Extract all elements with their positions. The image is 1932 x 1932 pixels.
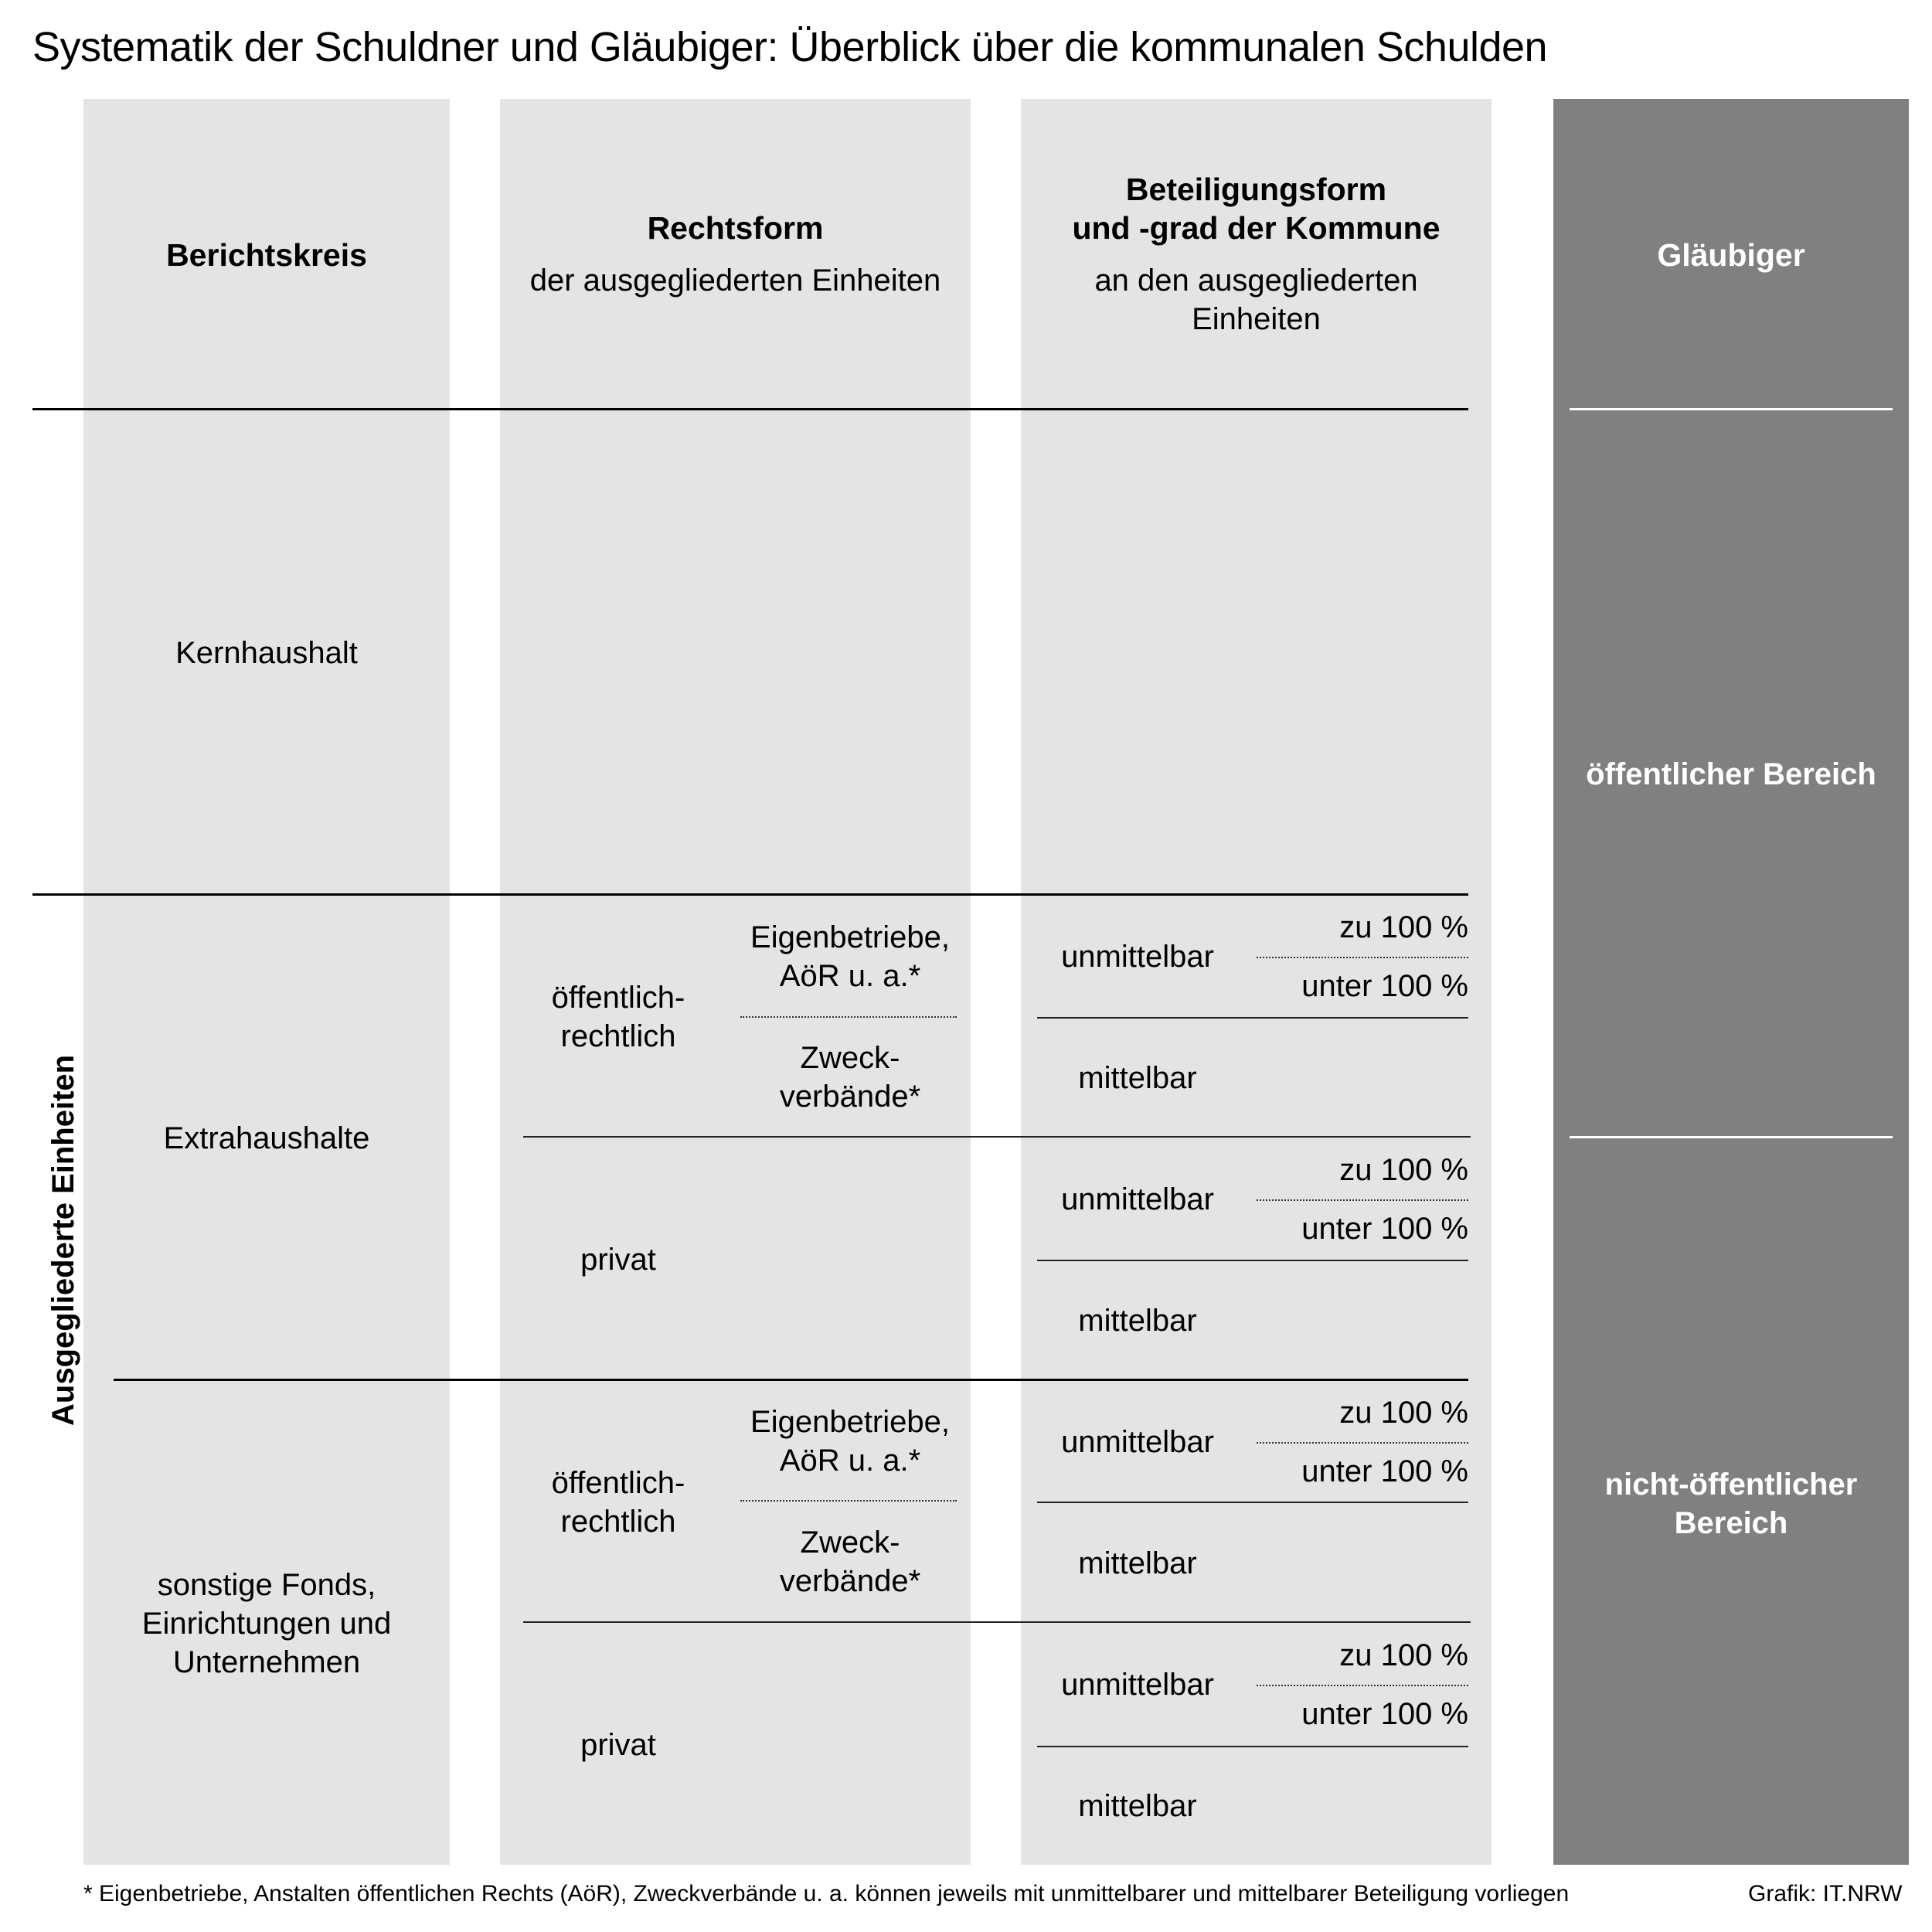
label-zu100-3: zu 100 % — [1339, 1396, 1468, 1430]
label-sonstige-line1: sonstige Fonds, — [157, 1568, 376, 1602]
divider-rechtsform-2 — [523, 1621, 1471, 1623]
header-rechtsform-sub: der ausgegliederten Einheiten — [529, 264, 941, 298]
header-rechtsform: Rechtsform — [647, 210, 824, 246]
label-eigenbetriebe-2a: Eigenbetriebe, — [750, 1405, 950, 1439]
side-label-ausgegliederte-einheiten: Ausgegliederte Einheiten — [46, 1054, 80, 1426]
column-rechtsform — [500, 99, 971, 1865]
label-privat-2: privat — [580, 1728, 656, 1762]
dotted-divider-pct-2 — [1257, 1199, 1468, 1201]
divider-extrahaushalte — [114, 1379, 1468, 1381]
label-unmittelbar-4: unmittelbar — [1061, 1668, 1214, 1702]
header-berichtskreis: Berichtskreis — [166, 237, 367, 273]
label-zu100-2: zu 100 % — [1339, 1153, 1468, 1187]
label-kernhaushalt: Kernhaushalt — [175, 636, 358, 670]
dotted-divider-pct-1 — [1257, 957, 1468, 958]
divider-glaeubiger-2 — [1570, 1136, 1893, 1138]
header-beteiligung-line1: Beteiligungsform — [1125, 172, 1387, 207]
page-title: Systematik der Schuldner und Gläubiger: … — [32, 24, 1548, 70]
source-credit: Grafik: IT.NRW — [1748, 1881, 1903, 1906]
label-sonstige-line3: Unternehmen — [172, 1645, 361, 1679]
label-unmittelbar-2: unmittelbar — [1061, 1182, 1214, 1216]
label-unmittelbar-3: unmittelbar — [1061, 1425, 1214, 1459]
label-eigenbetriebe-2b: AöR u. a.* — [779, 1444, 921, 1478]
label-zweck-1a: Zweck- — [800, 1041, 900, 1075]
label-oeffentlich-2b: rechtlich — [560, 1505, 676, 1539]
label-sonstige-line2: Einrichtungen und — [141, 1607, 392, 1641]
label-extrahaushalte: Extrahaushalte — [163, 1121, 370, 1155]
dotted-divider-pct-4 — [1257, 1685, 1468, 1686]
label-zu100-1: zu 100 % — [1339, 910, 1468, 944]
label-nicht-oeffentlicher-bereich-1: nicht-öffentlicher — [1604, 1468, 1858, 1502]
label-privat-1: privat — [580, 1243, 656, 1277]
label-mittelbar-4: mittelbar — [1078, 1789, 1197, 1823]
column-berichtskreis — [83, 99, 450, 1865]
label-mittelbar-3: mittelbar — [1078, 1546, 1197, 1580]
label-eigenbetriebe-1a: Eigenbetriebe, — [750, 920, 950, 954]
divider-beteiligung-1 — [1037, 1017, 1468, 1019]
divider-header — [32, 408, 1468, 410]
label-zweck-2a: Zweck- — [800, 1526, 900, 1560]
header-beteiligung-line2: und -grad der Kommune — [1072, 210, 1440, 246]
dotted-divider-rechtsform-1 — [740, 1016, 957, 1018]
divider-glaeubiger-1 — [1570, 408, 1893, 410]
label-oeffentlich-1b: rechtlich — [560, 1019, 676, 1053]
header-glaeubiger: Gläubiger — [1657, 237, 1805, 273]
label-oeffentlich-2a: öffentlich- — [551, 1466, 685, 1500]
label-zweck-2b: verbände* — [779, 1564, 921, 1598]
label-mittelbar-2: mittelbar — [1078, 1304, 1197, 1338]
header-beteiligung-sub1: an den ausgegliederten — [1094, 264, 1418, 298]
label-nicht-oeffentlicher-bereich-2: Bereich — [1674, 1506, 1788, 1540]
label-oeffentlich-1a: öffentlich- — [551, 981, 685, 1015]
label-unter100-3: unter 100 % — [1301, 1454, 1468, 1488]
divider-kernhaushalt — [32, 893, 1468, 896]
label-unter100-1: unter 100 % — [1301, 969, 1468, 1003]
divider-beteiligung-3 — [1037, 1502, 1468, 1503]
column-beteiligung — [1021, 99, 1492, 1865]
dotted-divider-pct-3 — [1257, 1442, 1468, 1444]
label-eigenbetriebe-1b: AöR u. a.* — [779, 959, 921, 993]
label-mittelbar-1: mittelbar — [1078, 1061, 1197, 1095]
label-oeffentlicher-bereich: öffentlicher Bereich — [1586, 757, 1876, 791]
label-unter100-2: unter 100 % — [1301, 1212, 1468, 1246]
header-beteiligung-sub2: Einheiten — [1192, 302, 1321, 336]
divider-beteiligung-4 — [1037, 1746, 1468, 1747]
label-zu100-4: zu 100 % — [1339, 1638, 1468, 1672]
label-unmittelbar-1: unmittelbar — [1061, 940, 1214, 974]
dotted-divider-rechtsform-2 — [740, 1500, 957, 1502]
divider-beteiligung-2 — [1037, 1260, 1468, 1261]
label-unter100-4: unter 100 % — [1301, 1697, 1468, 1731]
column-glaeubiger — [1553, 99, 1909, 1865]
footnote: * Eigenbetriebe, Anstalten öffentlichen … — [83, 1881, 1570, 1906]
divider-rechtsform-1 — [523, 1136, 1471, 1138]
label-zweck-1b: verbände* — [779, 1080, 921, 1114]
